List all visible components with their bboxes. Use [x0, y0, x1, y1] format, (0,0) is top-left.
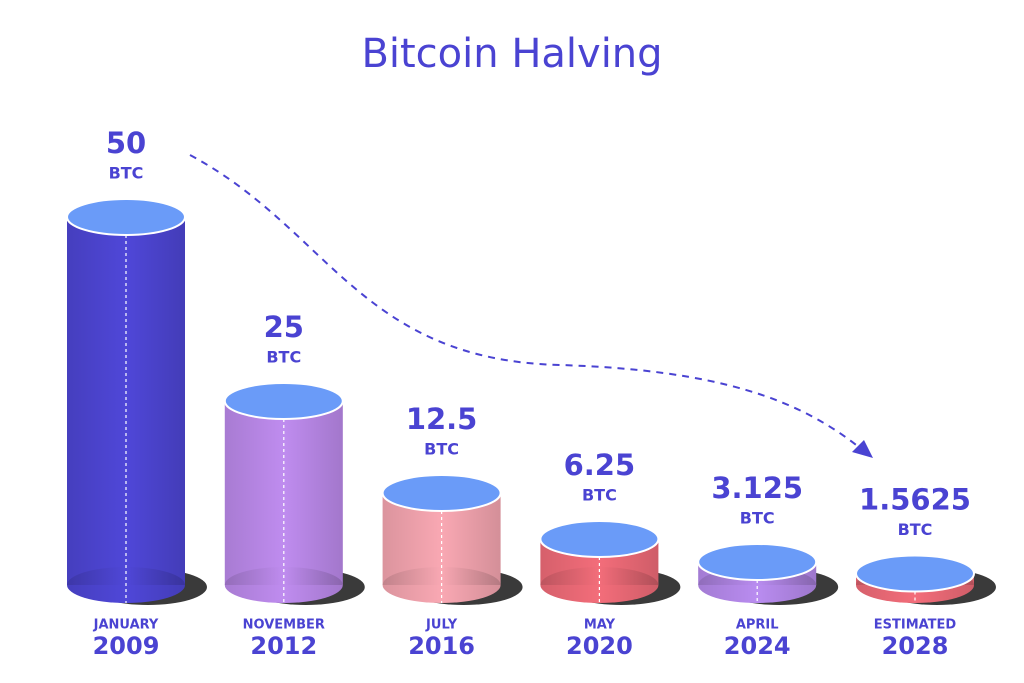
x-tick-year: 2020 — [566, 632, 633, 660]
chart-title: Bitcoin Halving — [361, 31, 662, 77]
bar-bottom-shade — [540, 567, 659, 603]
value-label: 25 — [264, 310, 304, 344]
bar-top — [381, 474, 502, 512]
x-tick-label: ESTIMATED — [874, 618, 957, 633]
value-unit: BTC — [582, 486, 617, 505]
value-label: 3.125 — [711, 471, 803, 505]
bar-top — [697, 543, 818, 581]
x-tick-year: 2016 — [408, 632, 475, 660]
x-tick-label: JULY — [425, 618, 458, 633]
bar-top — [66, 198, 186, 236]
x-tick-year: 2009 — [93, 632, 160, 660]
x-tick-year: 2024 — [724, 632, 791, 660]
x-tick-label: APRIL — [736, 618, 779, 633]
value-unit: BTC — [740, 509, 775, 528]
x-tick-label: NOVEMBER — [243, 618, 325, 633]
bar-top — [223, 382, 344, 420]
value-label: 1.5625 — [859, 483, 971, 517]
arrow-head — [852, 440, 873, 458]
x-tick-year: 2028 — [882, 632, 949, 660]
value-unit: BTC — [109, 164, 144, 183]
bar-bottom-shade — [224, 567, 343, 603]
bar-top — [855, 554, 975, 593]
value-unit: BTC — [898, 520, 933, 539]
value-label: 6.25 — [564, 448, 636, 482]
value-unit: BTC — [424, 440, 459, 459]
value-unit: BTC — [266, 348, 301, 367]
x-tick-label: MAY — [584, 618, 616, 633]
value-label: 50 — [106, 126, 146, 160]
x-tick-year: 2012 — [250, 632, 317, 660]
value-label: 12.5 — [406, 402, 478, 436]
x-tick-label: JANUARY — [93, 618, 159, 633]
trend-arrow — [189, 154, 861, 449]
bar-top — [539, 520, 660, 558]
